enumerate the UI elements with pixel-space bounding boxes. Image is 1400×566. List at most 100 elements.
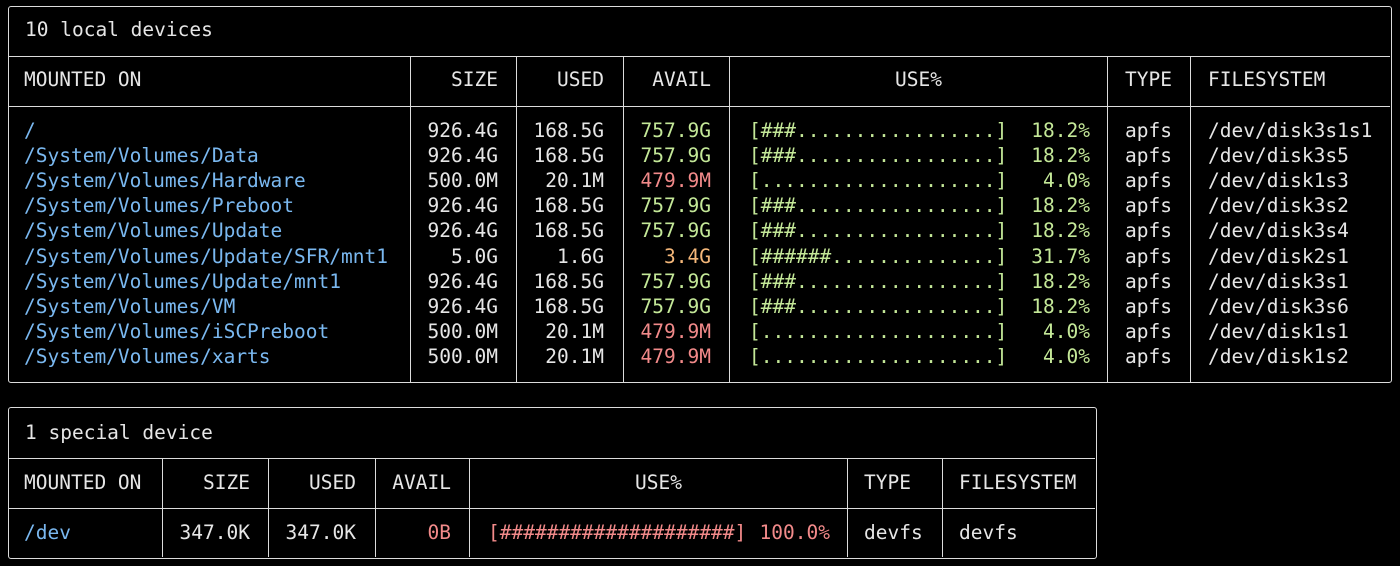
size-value: 926.4G [427, 194, 498, 218]
title-divider [9, 458, 1095, 459]
used-value: 168.5G [533, 144, 604, 168]
avail-value: 0B [427, 521, 451, 544]
header-used[interactable]: USED [557, 68, 604, 91]
local-devices-title: 10 local devices [25, 18, 213, 41]
size-value: 347.0K [179, 521, 250, 544]
type-value: apfs [1125, 144, 1172, 168]
header-divider [9, 106, 1390, 107]
used-value: 168.5G [533, 194, 604, 218]
type-value: apfs [1125, 219, 1172, 243]
header-used[interactable]: USED [309, 471, 356, 494]
used-value: 20.1M [545, 344, 604, 368]
used-value: 168.5G [533, 119, 604, 142]
usage-percent: 18.2% [1031, 269, 1090, 293]
usage-bar: [....................] [749, 344, 1008, 368]
header-avail[interactable]: AVAIL [652, 68, 711, 91]
filesystem-value: devfs [959, 521, 1018, 544]
used-value: 168.5G [533, 294, 604, 318]
mount-path-link[interactable]: /System/Volumes/Update/SFR/mnt1 [24, 244, 388, 268]
usage-bar: [###.................] [749, 119, 1008, 142]
avail-value: 479.9M [640, 344, 711, 368]
avail-value: 757.9G [640, 194, 711, 218]
mount-path-link[interactable]: /System/Volumes/Hardware [24, 169, 306, 193]
special-devices-title: 1 special device [25, 421, 213, 444]
filesystem-value: /dev/disk3s2 [1208, 194, 1349, 218]
mount-path-link[interactable]: /System/Volumes/Data [24, 144, 259, 168]
usage-percent: 100.0% [759, 521, 830, 544]
type-value: apfs [1125, 269, 1172, 293]
header-type[interactable]: TYPE [864, 471, 911, 494]
mount-path-link[interactable]: /dev [24, 521, 71, 544]
usage-percent: 31.7% [1031, 244, 1090, 268]
avail-value: 757.9G [640, 219, 711, 243]
usage-bar: [###.................] [749, 294, 1008, 318]
header-divider [9, 508, 1095, 509]
usage-bar: [###.................] [749, 144, 1008, 168]
filesystem-value: /dev/disk3s5 [1208, 144, 1349, 168]
filesystem-value: /dev/disk3s1 [1208, 269, 1349, 293]
type-value: devfs [864, 521, 923, 544]
used-value: 347.0K [285, 521, 356, 544]
special-devices-panel: 1 special device [8, 407, 1097, 559]
used-value: 1.6G [557, 244, 604, 268]
mount-path-link[interactable]: /System/Volumes/Preboot [24, 194, 295, 218]
filesystem-value: /dev/disk2s1 [1208, 244, 1349, 268]
type-value: apfs [1125, 119, 1172, 142]
usage-percent: 18.2% [1031, 119, 1090, 142]
size-value: 500.0M [427, 344, 498, 368]
size-value: 500.0M [427, 319, 498, 343]
usage-bar: [....................] [749, 169, 1008, 193]
header-size[interactable]: SIZE [451, 68, 498, 91]
used-value: 168.5G [533, 219, 604, 243]
col-divider [162, 458, 163, 557]
header-filesystem[interactable]: FILESYSTEM [1208, 68, 1326, 91]
usage-percent: 4.0% [1043, 169, 1090, 193]
header-size[interactable]: SIZE [203, 471, 250, 494]
used-value: 20.1M [545, 169, 604, 193]
type-value: apfs [1125, 169, 1172, 193]
used-value: 168.5G [533, 269, 604, 293]
type-value: apfs [1125, 244, 1172, 268]
col-divider [268, 458, 269, 557]
header-mounted-on[interactable]: MOUNTED ON [24, 471, 142, 494]
size-value: 926.4G [427, 119, 498, 142]
header-mounted-on[interactable]: MOUNTED ON [24, 68, 142, 91]
mount-path-link[interactable]: /System/Volumes/iSCPreboot [24, 319, 330, 343]
col-divider [1190, 56, 1191, 382]
avail-value: 757.9G [640, 294, 711, 318]
size-value: 926.4G [427, 219, 498, 243]
header-filesystem[interactable]: FILESYSTEM [959, 471, 1077, 494]
header-avail[interactable]: AVAIL [392, 471, 451, 494]
col-divider [623, 56, 624, 382]
avail-value: 757.9G [640, 119, 711, 142]
usage-percent: 18.2% [1031, 194, 1090, 218]
size-value: 926.4G [427, 294, 498, 318]
header-use-pct[interactable]: USE% [635, 471, 682, 494]
filesystem-value: /dev/disk1s1 [1208, 319, 1349, 343]
filesystem-value: /dev/disk1s3 [1208, 169, 1349, 193]
type-value: apfs [1125, 194, 1172, 218]
local-devices-panel: 10 local devices [8, 6, 1392, 383]
mount-path-link[interactable]: /System/Volumes/Update/mnt1 [24, 269, 341, 293]
avail-value: 3.4G [664, 244, 711, 268]
header-type[interactable]: TYPE [1125, 68, 1172, 91]
filesystem-value: /dev/disk3s6 [1208, 294, 1349, 318]
mount-path-link[interactable]: /System/Volumes/Update [24, 219, 283, 243]
size-value: 926.4G [427, 269, 498, 293]
avail-value: 479.9M [640, 319, 711, 343]
usage-bar: [###.................] [749, 269, 1008, 293]
avail-value: 479.9M [640, 169, 711, 193]
filesystem-value: /dev/disk1s2 [1208, 344, 1349, 368]
header-use-pct[interactable]: USE% [895, 68, 942, 91]
usage-bar: [....................] [749, 319, 1008, 343]
col-divider [847, 458, 848, 557]
filesystem-value: /dev/disk3s4 [1208, 219, 1349, 243]
mount-path-link[interactable]: /System/Volumes/xarts [24, 344, 271, 368]
col-divider [375, 458, 376, 557]
usage-bar: [###.................] [749, 219, 1008, 243]
mount-path-link[interactable]: / [24, 119, 36, 142]
type-value: apfs [1125, 319, 1172, 343]
usage-percent: 4.0% [1043, 319, 1090, 343]
type-value: apfs [1125, 344, 1172, 368]
mount-path-link[interactable]: /System/Volumes/VM [24, 294, 236, 318]
